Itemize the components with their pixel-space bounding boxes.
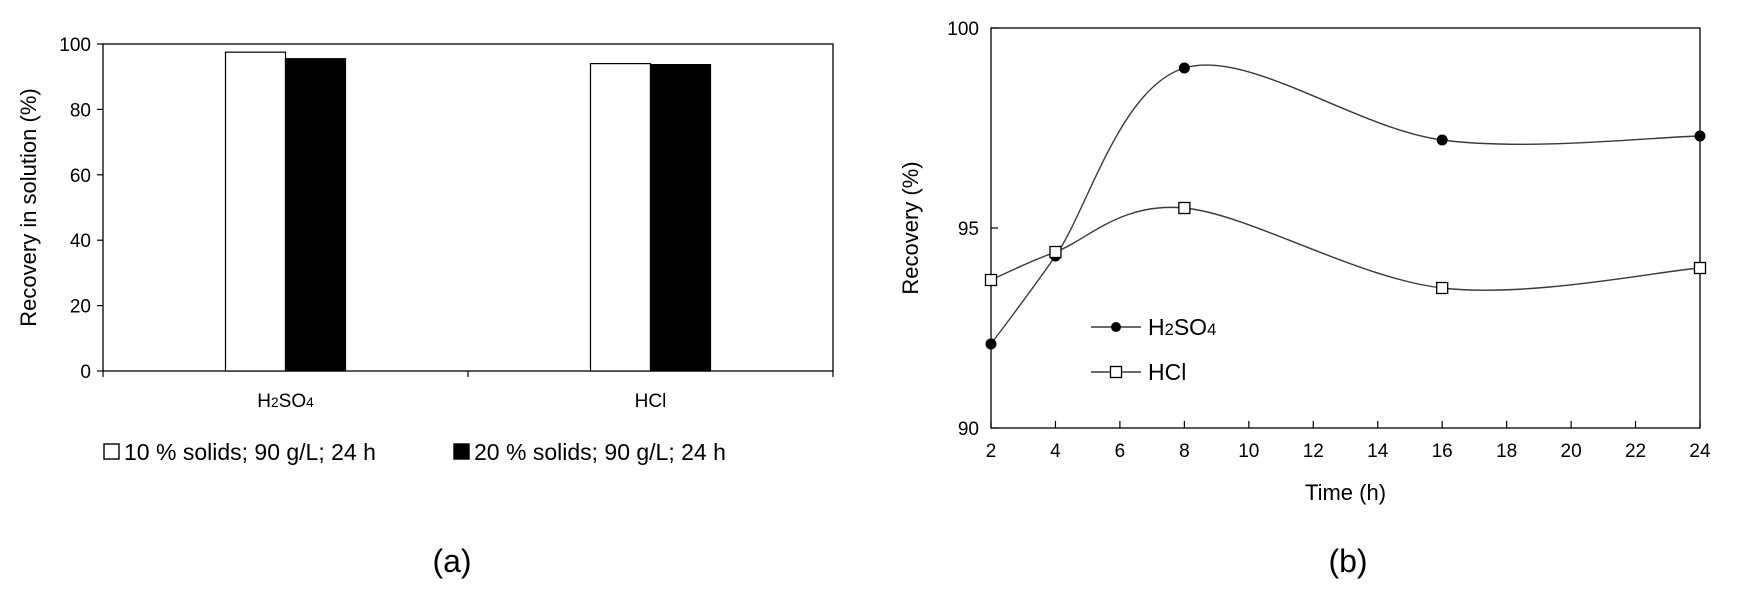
y-tick-label: 0: [80, 362, 91, 383]
x-axis-label: Time (h): [1305, 480, 1386, 505]
y-tick-label: 20: [70, 297, 91, 318]
legend-label-series-2: 20 % solids; 90 g/L; 24 h: [474, 439, 726, 465]
legend-marker-series-1: [1111, 322, 1121, 332]
x-tick-label: 18: [1496, 441, 1517, 462]
data-point-series-2: [1436, 281, 1449, 295]
legend-label-series-1-pre: H: [1148, 314, 1165, 340]
x-category-label-sub2: 4: [306, 395, 314, 410]
bar-H2SO4-series-2: [284, 58, 347, 372]
y-tick-label: 60: [70, 166, 91, 187]
legend-marker-series-2: [1109, 365, 1123, 379]
y-tick-label: 40: [70, 231, 91, 252]
x-tick-label: 14: [1367, 441, 1389, 462]
plot-area-frame: [990, 27, 1701, 429]
panel-label-a: (a): [432, 543, 471, 579]
x-tick-label: 8: [1179, 441, 1190, 462]
y-tick-label: 100: [947, 19, 979, 40]
plot-area-frame: [102, 43, 834, 372]
x-tick-label: 10: [1238, 441, 1259, 462]
legend-label-series-1-sub2: 4: [1207, 320, 1216, 339]
legend-label-series-1: 10 % solids; 90 g/L; 24 h: [124, 439, 376, 465]
panel-label-b: (b): [1328, 543, 1367, 579]
x-category-label: H2SO4: [257, 391, 314, 412]
x-tick-label: 6: [1115, 441, 1126, 462]
x-tick-label: 22: [1625, 441, 1646, 462]
x-category-label-sub1: 2: [271, 395, 279, 410]
x-tick-label: 12: [1303, 441, 1324, 462]
legend-label-series-1-mid: SO: [1174, 314, 1207, 340]
bar-HCl-series-2: [649, 64, 712, 372]
panel-a-bar-chart: 0 20 40 60 80 100 H2SO4 HCl Recovery in solution…: [16, 35, 834, 579]
x-tick-label: 4: [1050, 441, 1061, 462]
legend-label-series-2: HCl: [1148, 359, 1186, 385]
series-line-2: [990, 206, 1701, 291]
series-line-1: [990, 64, 1701, 345]
data-point-series-1: [1178, 62, 1190, 74]
y-tick-label: 80: [70, 100, 91, 121]
data-point-series-1: [1436, 134, 1448, 146]
x-tick-label: 20: [1561, 441, 1582, 462]
legend-swatch-series-1: [103, 443, 120, 460]
x-tick-label: 2: [986, 441, 997, 462]
legend-label-series-2-pre: HCl: [1148, 359, 1186, 385]
y-tick-label: 100: [59, 35, 91, 56]
x-category-label-pre: H: [257, 391, 271, 412]
y-tick-label: 90: [958, 419, 979, 440]
y-tick-label: 95: [958, 219, 979, 240]
data-point-series-2: [1049, 245, 1062, 259]
legend-label-series-1-sub1: 2: [1165, 320, 1174, 339]
x-tick-label: 24: [1689, 441, 1711, 462]
y-axis-label: Recovery in solution (%): [16, 88, 41, 326]
data-point-series-1: [985, 338, 997, 350]
data-point-series-1: [1694, 130, 1706, 142]
legend-swatch-series-2: [453, 443, 470, 460]
bar-HCl-series-1: [589, 63, 652, 372]
data-point-series-2: [984, 273, 998, 287]
bar-H2SO4-series-1: [224, 51, 287, 372]
x-tick-label: 16: [1432, 441, 1453, 462]
data-point-series-2: [1178, 201, 1191, 215]
legend-label-series-1: H2SO4: [1148, 314, 1216, 340]
x-category-label-pre: HCl: [635, 391, 667, 412]
data-point-series-2: [1693, 261, 1707, 275]
x-category-label-mid: SO: [279, 391, 306, 412]
x-category-label: HCl: [635, 391, 667, 412]
y-axis-label: Recovery (%): [898, 161, 923, 294]
